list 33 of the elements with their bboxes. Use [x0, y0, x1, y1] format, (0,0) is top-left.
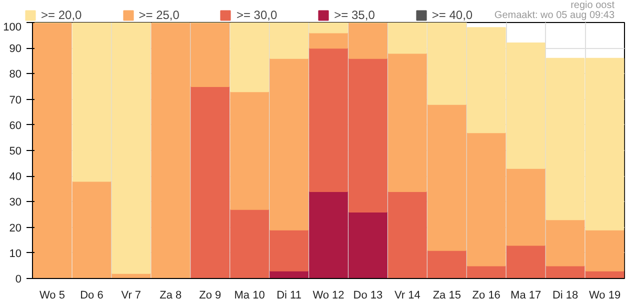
- x-tick-label: Do 13: [353, 290, 383, 300]
- x-tick-label: Do 6: [80, 290, 104, 300]
- y-tick-label: 60: [9, 120, 22, 132]
- y-tick-label: 80: [9, 68, 22, 81]
- legend-label: >= 20,0: [41, 8, 82, 22]
- y-tick-label: 100: [3, 22, 22, 34]
- x-tick-label: Di 11: [276, 290, 302, 300]
- x-tick-label: Wo 5: [39, 290, 65, 300]
- x-tick-label: Za 15: [432, 290, 461, 300]
- y-tick-label: 50: [9, 146, 22, 158]
- x-tick-label: Ma 10: [234, 290, 265, 300]
- x-tick-label: Za 8: [160, 290, 182, 300]
- x-tick-label: Vr 7: [121, 290, 142, 300]
- y-tick-label: 30: [9, 196, 22, 209]
- y-tick-label: 90: [9, 43, 22, 56]
- x-tick-label: Vr 14: [394, 290, 420, 300]
- legend-label: >= 35,0: [334, 8, 375, 22]
- x-tick-label: Zo 9: [199, 290, 222, 300]
- x-tick-label: Wo 12: [312, 290, 344, 300]
- legend-label: >= 25,0: [138, 8, 180, 22]
- y-tick-label: 20: [9, 222, 22, 234]
- text: regio oost: [570, 0, 615, 11]
- legend-label: >= 40,0: [432, 8, 473, 22]
- x-tick-label: Di 18: [552, 290, 578, 300]
- y-tick-label: 70: [9, 94, 22, 106]
- y-tick-label: 40: [9, 171, 22, 184]
- y-tick-label: 10: [9, 248, 22, 260]
- legend-label: >= 30,0: [236, 8, 278, 22]
- y-tick-label: 0: [15, 274, 22, 286]
- x-tick-label: Wo 19: [588, 290, 621, 300]
- x-tick-label: Zo 16: [472, 290, 500, 300]
- x-tick-label: Ma 17: [510, 290, 542, 300]
- text: Gemaakt: wo 05 aug 09:43: [494, 10, 615, 21]
